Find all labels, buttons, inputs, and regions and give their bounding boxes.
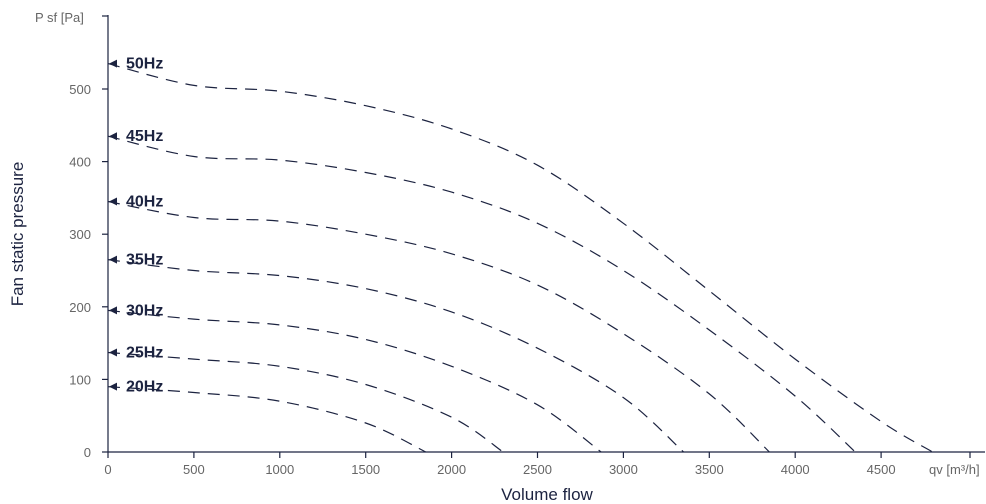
curve-label-20hz: 20Hz bbox=[126, 379, 163, 396]
curve-35hz bbox=[107, 259, 684, 453]
x-tick-label: 3000 bbox=[609, 462, 638, 477]
curves bbox=[107, 63, 933, 453]
x-tick-label: 2500 bbox=[523, 462, 552, 477]
x-unit-label: qv [m³/h] bbox=[929, 462, 980, 477]
curve-marker-30hz bbox=[109, 306, 117, 315]
curve-label-50hz: 50Hz bbox=[126, 56, 163, 73]
curve-45hz bbox=[107, 135, 856, 453]
curve-label-35hz: 35Hz bbox=[126, 252, 163, 269]
x-tick-label: 3500 bbox=[695, 462, 724, 477]
curve-marker-50hz bbox=[109, 59, 117, 68]
x-tick-label: 0 bbox=[104, 462, 111, 477]
y-tick-label: 200 bbox=[69, 300, 91, 315]
y-tick-label: 0 bbox=[84, 445, 91, 460]
y-tick-label: 100 bbox=[69, 372, 91, 387]
x-tick-label: 4000 bbox=[781, 462, 810, 477]
curve-40hz bbox=[107, 200, 770, 453]
curve-label-30hz: 30Hz bbox=[126, 302, 163, 319]
x-tick-label: 4500 bbox=[867, 462, 896, 477]
curve-20hz bbox=[107, 386, 427, 453]
y-tick-label: 500 bbox=[69, 82, 91, 97]
x-tick-label: 2000 bbox=[437, 462, 466, 477]
curve-50hz bbox=[107, 63, 933, 453]
y-unit-label: P sf [Pa] bbox=[35, 10, 84, 25]
curve-label-40hz: 40Hz bbox=[126, 194, 163, 211]
curve-25hz bbox=[107, 351, 504, 453]
curve-marker-35hz bbox=[109, 255, 117, 264]
curve-label-25hz: 25Hz bbox=[126, 345, 163, 362]
curve-marker-20hz bbox=[109, 382, 117, 391]
curve-30hz bbox=[107, 309, 602, 453]
y-axis-title: Fan static pressure bbox=[8, 162, 27, 307]
curve-marker-45hz bbox=[109, 132, 117, 141]
curve-labels: 50Hz 45Hz 40Hz 35Hz 30Hz 25Hz 20Hz bbox=[109, 56, 163, 396]
curve-marker-40hz bbox=[109, 197, 117, 206]
curve-marker-25hz bbox=[109, 348, 117, 357]
x-tick-label: 1000 bbox=[265, 462, 294, 477]
axes: 0 100 200 300 400 500 0 500 1000 1500 2000 2500 3000… bbox=[69, 15, 985, 477]
x-tick-label: 1500 bbox=[351, 462, 380, 477]
x-tick-label: 500 bbox=[183, 462, 205, 477]
y-tick-label: 400 bbox=[69, 155, 91, 170]
x-axis-title: Volume flow bbox=[501, 485, 593, 504]
y-tick-label: 300 bbox=[69, 227, 91, 242]
curve-label-45hz: 45Hz bbox=[126, 128, 163, 145]
